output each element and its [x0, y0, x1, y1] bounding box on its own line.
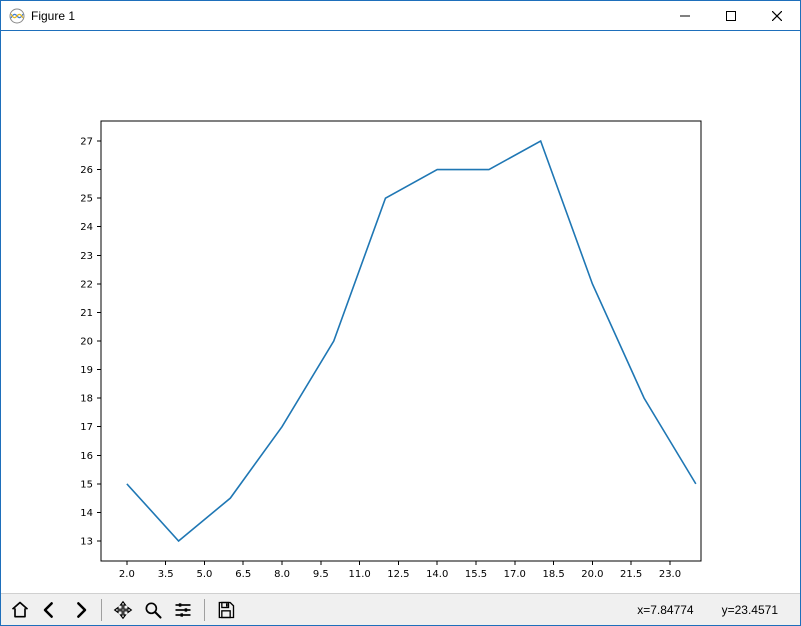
- zoom-button[interactable]: [138, 596, 168, 624]
- svg-text:21.5: 21.5: [620, 569, 642, 580]
- svg-text:15.5: 15.5: [465, 569, 487, 580]
- svg-text:3.5: 3.5: [158, 569, 174, 580]
- svg-text:23.0: 23.0: [659, 569, 681, 580]
- svg-text:26: 26: [80, 165, 93, 176]
- home-button[interactable]: [5, 596, 35, 624]
- forward-button[interactable]: [65, 596, 95, 624]
- toolbar-separator: [101, 599, 102, 621]
- svg-text:21: 21: [80, 308, 93, 319]
- svg-text:13: 13: [80, 537, 93, 548]
- svg-text:24: 24: [80, 222, 93, 233]
- svg-text:15: 15: [80, 479, 93, 490]
- svg-text:6.5: 6.5: [235, 569, 251, 580]
- svg-text:17: 17: [80, 422, 93, 433]
- status-y: y=23.4571: [722, 603, 778, 617]
- titlebar: Figure 1: [1, 1, 800, 31]
- svg-text:8.0: 8.0: [274, 569, 290, 580]
- figure-window: Figure 1 2.0 3.5 5.0 6.5 8.0 9.5 11.0 12.5 14.0 1…: [0, 0, 801, 626]
- back-button[interactable]: [35, 596, 65, 624]
- svg-text:5.0: 5.0: [196, 569, 212, 580]
- close-button[interactable]: [754, 1, 800, 31]
- svg-text:23: 23: [80, 251, 93, 262]
- toolbar-separator: [204, 599, 205, 621]
- svg-text:27: 27: [80, 137, 93, 148]
- svg-text:18.5: 18.5: [542, 569, 564, 580]
- svg-text:11.0: 11.0: [348, 569, 370, 580]
- svg-text:9.5: 9.5: [313, 569, 329, 580]
- status-x: x=7.84774: [637, 603, 693, 617]
- plot-svg: 2.0 3.5 5.0 6.5 8.0 9.5 11.0 12.5 14.0 15.5 17.0 18…: [1, 31, 800, 593]
- svg-text:22: 22: [80, 279, 93, 290]
- minimize-button[interactable]: [662, 1, 708, 31]
- svg-text:14.0: 14.0: [426, 569, 448, 580]
- svg-text:25: 25: [80, 194, 93, 205]
- svg-text:14: 14: [80, 508, 93, 519]
- cursor-coords: x=7.84774 y=23.4571: [617, 589, 796, 626]
- window-title: Figure 1: [31, 9, 75, 23]
- save-button[interactable]: [211, 596, 241, 624]
- svg-text:12.5: 12.5: [387, 569, 409, 580]
- svg-text:19: 19: [80, 365, 93, 376]
- nav-toolbar: x=7.84774 y=23.4571: [1, 593, 800, 625]
- app-icon: [9, 8, 25, 24]
- configure-subplots-button[interactable]: [168, 596, 198, 624]
- maximize-button[interactable]: [708, 1, 754, 31]
- svg-text:17.0: 17.0: [504, 569, 526, 580]
- plot-canvas[interactable]: 2.0 3.5 5.0 6.5 8.0 9.5 11.0 12.5 14.0 15.5 17.0 18…: [1, 31, 800, 593]
- pan-button[interactable]: [108, 596, 138, 624]
- svg-text:18: 18: [80, 394, 93, 405]
- svg-text:20.0: 20.0: [581, 569, 603, 580]
- svg-text:16: 16: [80, 451, 93, 462]
- svg-text:2.0: 2.0: [119, 569, 135, 580]
- svg-text:20: 20: [80, 337, 93, 348]
